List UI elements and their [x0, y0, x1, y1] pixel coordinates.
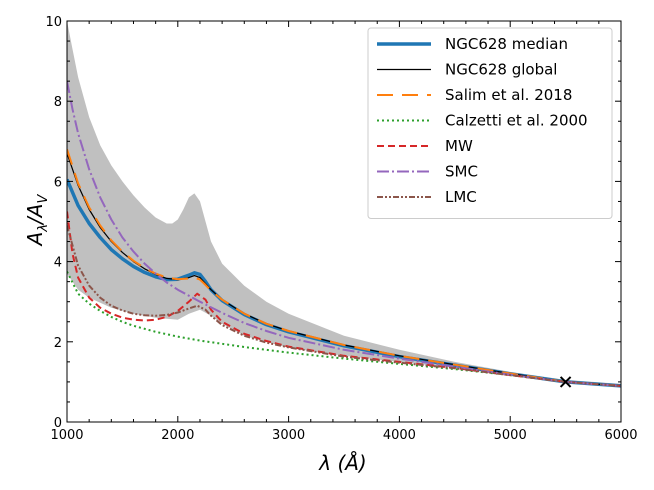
series-line-6 — [67, 225, 621, 387]
y-tick-label: 0 — [54, 416, 62, 431]
legend-label-4: MW — [445, 137, 473, 155]
series-line-2 — [67, 148, 621, 387]
uncertainty-band — [67, 21, 621, 388]
y-axis-label-sub-v: V — [36, 194, 51, 204]
x-tick-label: 6000 — [604, 428, 637, 443]
x-tick-label: 3000 — [272, 428, 305, 443]
y-tick-label: 8 — [54, 95, 62, 110]
reference-marker — [559, 376, 572, 388]
y-axis-label-slash: /A — [23, 204, 47, 226]
x-tick-label: 2000 — [161, 428, 194, 443]
legend-label-2: Salim et al. 2018 — [445, 86, 572, 104]
y-axis-label-main: A — [23, 232, 47, 248]
y-tick-label: 4 — [54, 256, 62, 271]
legend-label-1: NGC628 global — [445, 61, 557, 79]
y-axis-label: Aλ/AV — [23, 194, 51, 248]
y-tick-label: 10 — [45, 15, 62, 30]
legend-label-6: LMC — [445, 188, 477, 206]
y-axis-label-sub-lambda: λ — [36, 224, 51, 233]
series-line-5 — [67, 81, 621, 387]
legend-label-0: NGC628 median — [445, 35, 568, 53]
x-tick-label: 1000 — [50, 428, 83, 443]
legend-label-5: SMC — [445, 163, 478, 181]
legend: NGC628 median NGC628 global Salim et al. 2… — [367, 27, 613, 219]
y-tick-label: 2 — [54, 336, 62, 351]
plot-area — [67, 21, 621, 388]
y-tick-label: 6 — [54, 175, 62, 190]
legend-label-3: Calzetti et al. 2000 — [445, 112, 588, 130]
x-tick-label: 4000 — [383, 428, 416, 443]
x-axis-label: λ (Å) — [318, 451, 366, 475]
axis-ticks: 1000 2000 3000 4000 5000 6000 0 2 4 6 8 10 — [45, 15, 637, 443]
x-tick-label: 5000 — [494, 428, 527, 443]
